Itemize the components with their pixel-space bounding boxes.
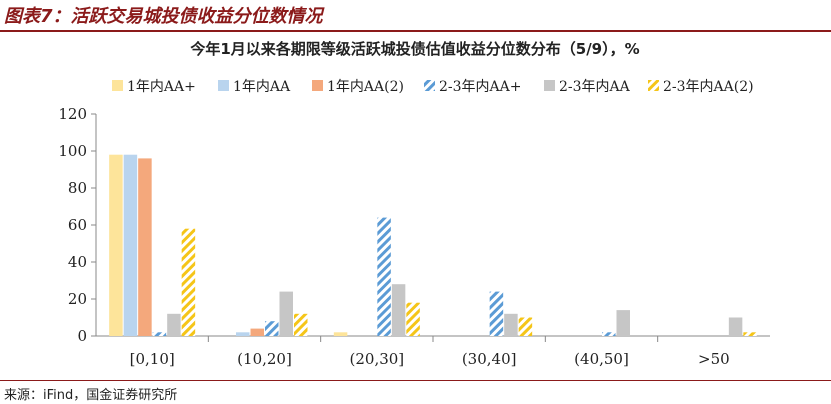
x-tick-label: >50 xyxy=(698,350,730,368)
bar xyxy=(236,332,250,336)
bar xyxy=(333,332,348,336)
x-tick-label: (30,40] xyxy=(462,350,517,368)
bar-chart: 今年1月以来各期限等级活跃城投债估值收益分位数分布（5/9），% 1年内AA+ 1… xyxy=(58,40,770,368)
source-rule xyxy=(0,380,831,381)
x-tick-label: [0,10] xyxy=(130,350,175,368)
x-tick-label: (10,20] xyxy=(237,350,292,368)
bar xyxy=(602,332,616,336)
legend-swatch xyxy=(218,80,229,91)
title-rule xyxy=(0,30,831,32)
legend-label: 2-3年内AA(2) xyxy=(663,79,754,95)
y-axis: 0 20 40 60 80 100 120 xyxy=(58,105,97,345)
legend-swatch xyxy=(648,80,659,91)
legend-label: 1年内AA(2) xyxy=(327,79,404,95)
x-axis: [0,10] (10,20] (20,30] (30,40] (40,50] >50 xyxy=(96,335,770,368)
bar xyxy=(377,217,391,336)
x-tick-label: (20,30] xyxy=(350,350,405,368)
y-tick-label: 60 xyxy=(68,216,87,234)
bar xyxy=(728,317,743,336)
legend-swatch xyxy=(424,80,435,91)
y-tick-label: 100 xyxy=(58,142,87,160)
legend: 1年内AA+ 1年内AA 1年内AA(2) 2-3年内AA+ 2-3年内AA 2-3年内A… xyxy=(112,79,754,95)
source-note: 来源：iFind，国金证券研究所 xyxy=(4,388,178,403)
y-tick-label: 20 xyxy=(68,290,87,308)
bar xyxy=(616,310,630,336)
y-tick-label: 120 xyxy=(58,105,87,123)
bar xyxy=(265,321,279,336)
bar xyxy=(518,317,533,336)
legend-label: 1年内AA xyxy=(233,79,291,95)
bar xyxy=(294,313,308,336)
bar xyxy=(504,313,518,336)
bar xyxy=(181,228,196,336)
bar xyxy=(743,332,757,336)
bars xyxy=(109,154,757,336)
y-tick-label: 0 xyxy=(77,327,87,345)
bar xyxy=(279,291,293,336)
legend-label: 2-3年内AA xyxy=(559,79,631,95)
legend-label: 2-3年内AA+ xyxy=(439,79,522,95)
chart-title: 今年1月以来各期限等级活跃城投债估值收益分位数分布（5/9），% xyxy=(189,40,639,58)
y-tick-label: 80 xyxy=(68,179,87,197)
bar xyxy=(250,328,264,336)
bar xyxy=(167,313,181,336)
bar xyxy=(489,291,504,336)
bar xyxy=(152,332,167,336)
bar xyxy=(109,154,123,336)
bar xyxy=(138,158,152,336)
figure-title: 图表7：活跃交易城投债收益分位数情况 xyxy=(4,6,323,27)
x-tick-label: (40,50] xyxy=(574,350,629,368)
legend-swatch xyxy=(312,80,323,91)
legend-swatch xyxy=(544,80,555,91)
bar xyxy=(123,154,138,336)
legend-label: 1年内AA+ xyxy=(127,79,196,95)
legend-swatch xyxy=(112,80,123,91)
bar xyxy=(406,302,420,336)
bar xyxy=(391,284,406,336)
y-tick-label: 40 xyxy=(68,253,87,271)
